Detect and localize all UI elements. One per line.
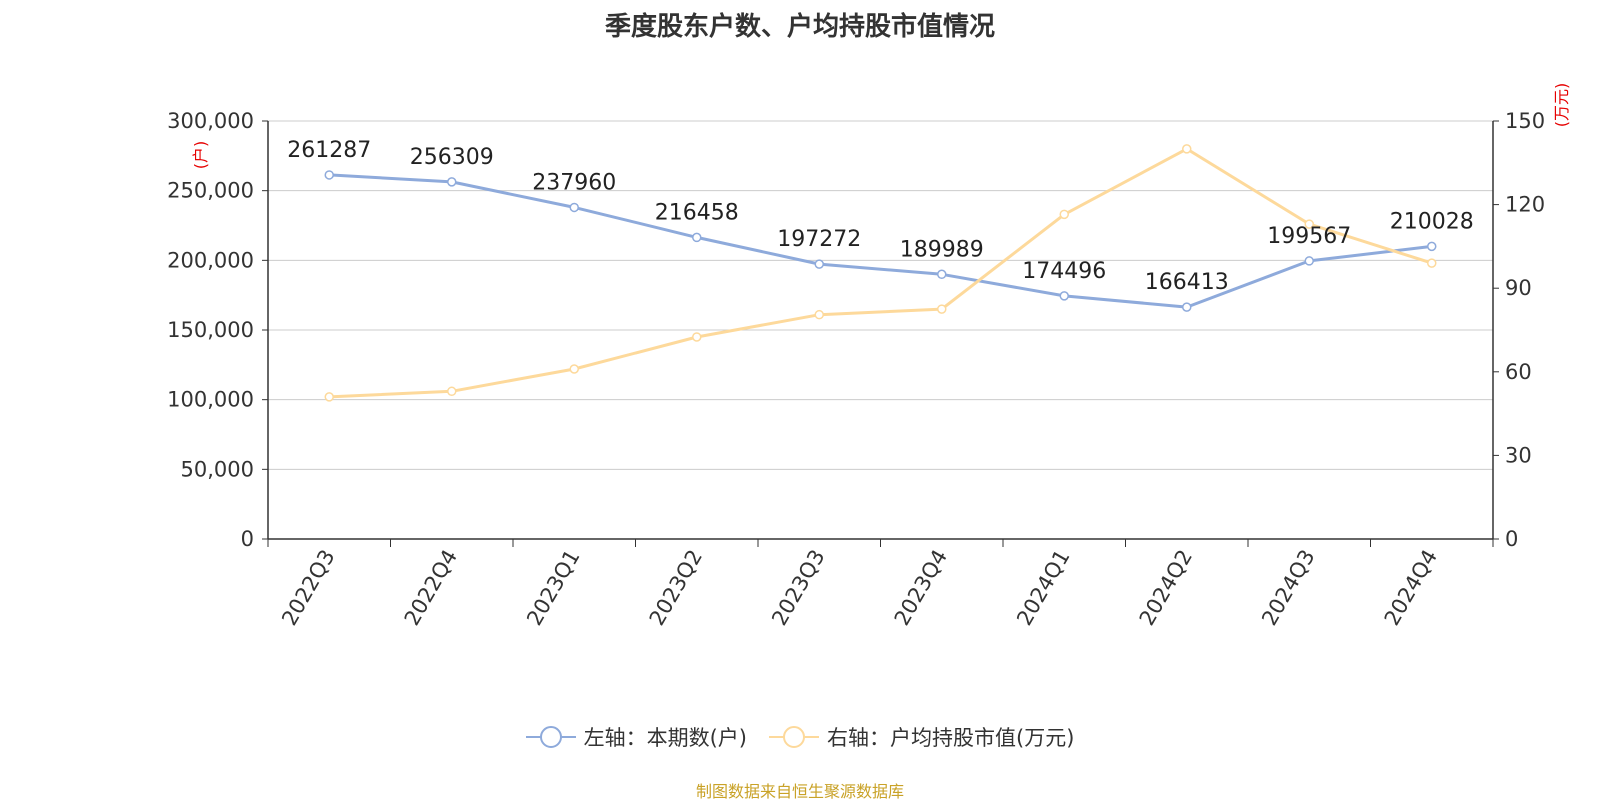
data-point-left xyxy=(1427,241,1437,252)
data-point-right xyxy=(814,309,824,320)
right-axis-tick-label: 0 xyxy=(1505,527,1518,551)
source-note: 制图数据来自恒生聚源数据库 xyxy=(695,782,904,801)
right-axis-tick-label: 90 xyxy=(1505,276,1532,300)
data-label: 261287 xyxy=(287,138,371,163)
data-point-left xyxy=(1182,302,1192,312)
data-point-left xyxy=(569,202,579,213)
data-point-right xyxy=(447,386,457,397)
x-axis-tick-label: 2023Q3 xyxy=(767,546,829,630)
data-point-right xyxy=(1182,144,1192,154)
left-axis-tick-label: 200,000 xyxy=(167,248,254,272)
x-axis-tick-label: 2024Q2 xyxy=(1135,546,1197,630)
x-axis-tick-label: 2023Q1 xyxy=(522,546,584,630)
data-point-left xyxy=(324,170,334,180)
series-line-left xyxy=(329,173,1432,309)
data-label: 166413 xyxy=(1145,270,1229,295)
x-axis-tick-label: 2024Q4 xyxy=(1380,546,1442,630)
chart-title: 季度股东户数、户均持股市值情况 xyxy=(604,12,995,42)
right-axis-tick-label: 30 xyxy=(1505,443,1532,467)
legend-label-right: 右轴：户均持股市值(万元) xyxy=(827,726,1075,750)
left-axis-label: (户) xyxy=(191,141,210,170)
data-point-left xyxy=(692,232,702,243)
data-point-right xyxy=(1304,219,1314,229)
legend: 左轴：本期数(户) 右轴：户均持股市值(万元) xyxy=(0,722,1600,752)
data-point-left xyxy=(937,269,947,280)
x-axis-tick-label: 2024Q3 xyxy=(1257,546,1319,630)
data-point-left xyxy=(814,259,824,269)
data-point-right xyxy=(937,304,947,314)
x-axis-tick-label: 2023Q2 xyxy=(645,546,707,630)
right-axis-label: (万元) xyxy=(1552,83,1571,128)
right-axis-tick-label: 150 xyxy=(1505,109,1545,133)
data-point-left xyxy=(1059,291,1069,301)
legend-item-right-series[interactable]: 右轴：户均持股市值(万元) xyxy=(769,722,1074,752)
data-point-right xyxy=(1427,258,1437,268)
legend-item-left-series[interactable]: 左轴：本期数(户) xyxy=(525,722,747,752)
x-axis-tick-label: 2024Q1 xyxy=(1012,546,1074,630)
legend-marker-right-icon xyxy=(769,726,819,748)
data-point-right xyxy=(569,364,579,374)
legend-marker-left-icon xyxy=(525,726,576,748)
data-label: 197272 xyxy=(777,227,861,252)
right-axis-tick-label: 60 xyxy=(1505,360,1532,384)
x-axis-tick-label: 2023Q4 xyxy=(890,546,952,630)
right-axis-tick-label: 120 xyxy=(1505,193,1545,217)
data-label: 256309 xyxy=(410,145,494,170)
left-axis-tick-label: 150,000 xyxy=(167,318,254,342)
left-axis-tick-label: 50,000 xyxy=(181,457,254,481)
left-axis-tick-label: 100,000 xyxy=(167,388,254,412)
data-point-left xyxy=(1304,256,1314,266)
data-label: 174496 xyxy=(1022,259,1106,284)
data-point-left xyxy=(447,177,457,187)
data-point-right xyxy=(692,332,702,342)
data-point-right xyxy=(1059,209,1069,220)
left-axis-tick-label: 250,000 xyxy=(167,179,254,203)
data-label: 237960 xyxy=(532,170,616,195)
x-axis-tick-label: 2022Q4 xyxy=(400,546,462,630)
data-label: 210028 xyxy=(1390,209,1474,234)
left-axis-tick-label: 0 xyxy=(241,527,254,551)
left-axis-tick-label: 300,000 xyxy=(167,109,254,133)
series-line-right xyxy=(329,147,1433,399)
data-label: 189989 xyxy=(900,237,984,262)
data-label: 216458 xyxy=(655,200,739,225)
data-point-right xyxy=(324,392,334,402)
legend-label-left: 左轴：本期数(户) xyxy=(583,726,747,750)
data-label: 199567 xyxy=(1267,224,1351,249)
x-axis-tick-label: 2022Q3 xyxy=(277,546,339,630)
